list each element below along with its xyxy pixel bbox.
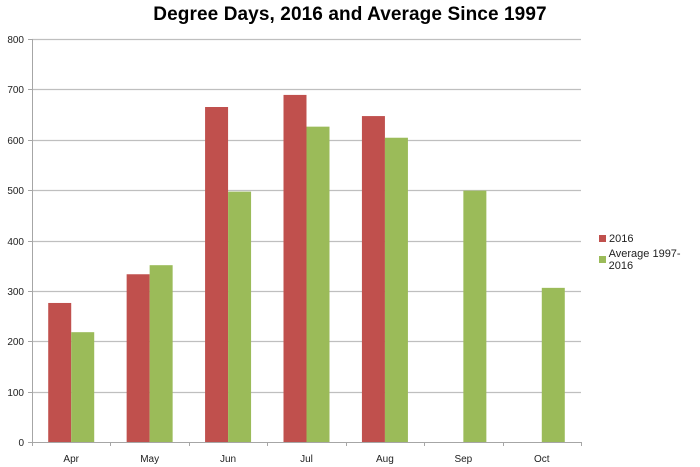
y-tick-label: 0 bbox=[18, 438, 24, 449]
x-tick-label: Apr bbox=[63, 454, 79, 465]
y-tick-label: 700 bbox=[7, 85, 24, 96]
legend-swatch-2016 bbox=[599, 235, 606, 242]
bar-jun-average bbox=[228, 191, 252, 442]
y-tick-label: 600 bbox=[7, 136, 24, 147]
x-tick-label: Sep bbox=[454, 454, 472, 465]
x-tick-label: Jul bbox=[300, 454, 313, 465]
bar-may-average bbox=[149, 265, 173, 442]
chart-title: Degree Days, 2016 and Average Since 1997 bbox=[153, 4, 547, 25]
bar-aug-2016 bbox=[361, 116, 385, 442]
legend-label-average: Average 1997-2016 bbox=[608, 247, 681, 272]
legend-label-2016: 2016 bbox=[609, 232, 634, 245]
bar-oct-average bbox=[541, 287, 565, 442]
x-tick-label: Aug bbox=[376, 454, 394, 465]
y-tick-label: 300 bbox=[7, 287, 24, 298]
y-tick-label: 500 bbox=[7, 186, 24, 197]
bar-apr-average bbox=[71, 332, 95, 442]
legend-item-2016: 2016 bbox=[599, 232, 700, 245]
x-tick-label: Oct bbox=[534, 454, 550, 465]
bar-jul-average bbox=[306, 126, 330, 442]
legend-swatch-average bbox=[599, 256, 606, 263]
y-tick-label: 100 bbox=[7, 388, 24, 399]
x-tick-label: May bbox=[140, 454, 159, 465]
x-axis: Apr May Jun Jul Aug Sep Oct bbox=[32, 442, 582, 465]
y-tick-label: 800 bbox=[7, 35, 24, 46]
bar-jun-2016 bbox=[205, 107, 229, 442]
legend-item-average: Average 1997-2016 bbox=[599, 248, 700, 272]
y-tick-label: 400 bbox=[7, 237, 24, 248]
y-axis: 0 100 200 300 400 500 600 700 800 bbox=[7, 35, 33, 449]
x-tick-label: Jun bbox=[220, 454, 236, 465]
bar-sep-average bbox=[463, 190, 487, 442]
bar-apr-2016 bbox=[48, 302, 72, 442]
legend: 2016 Average 1997-2016 bbox=[599, 232, 700, 274]
y-tick-label: 200 bbox=[7, 337, 24, 348]
bars bbox=[48, 94, 565, 443]
bar-aug-average bbox=[384, 137, 408, 443]
bar-jul-2016 bbox=[283, 94, 307, 442]
bar-may-2016 bbox=[126, 274, 150, 442]
